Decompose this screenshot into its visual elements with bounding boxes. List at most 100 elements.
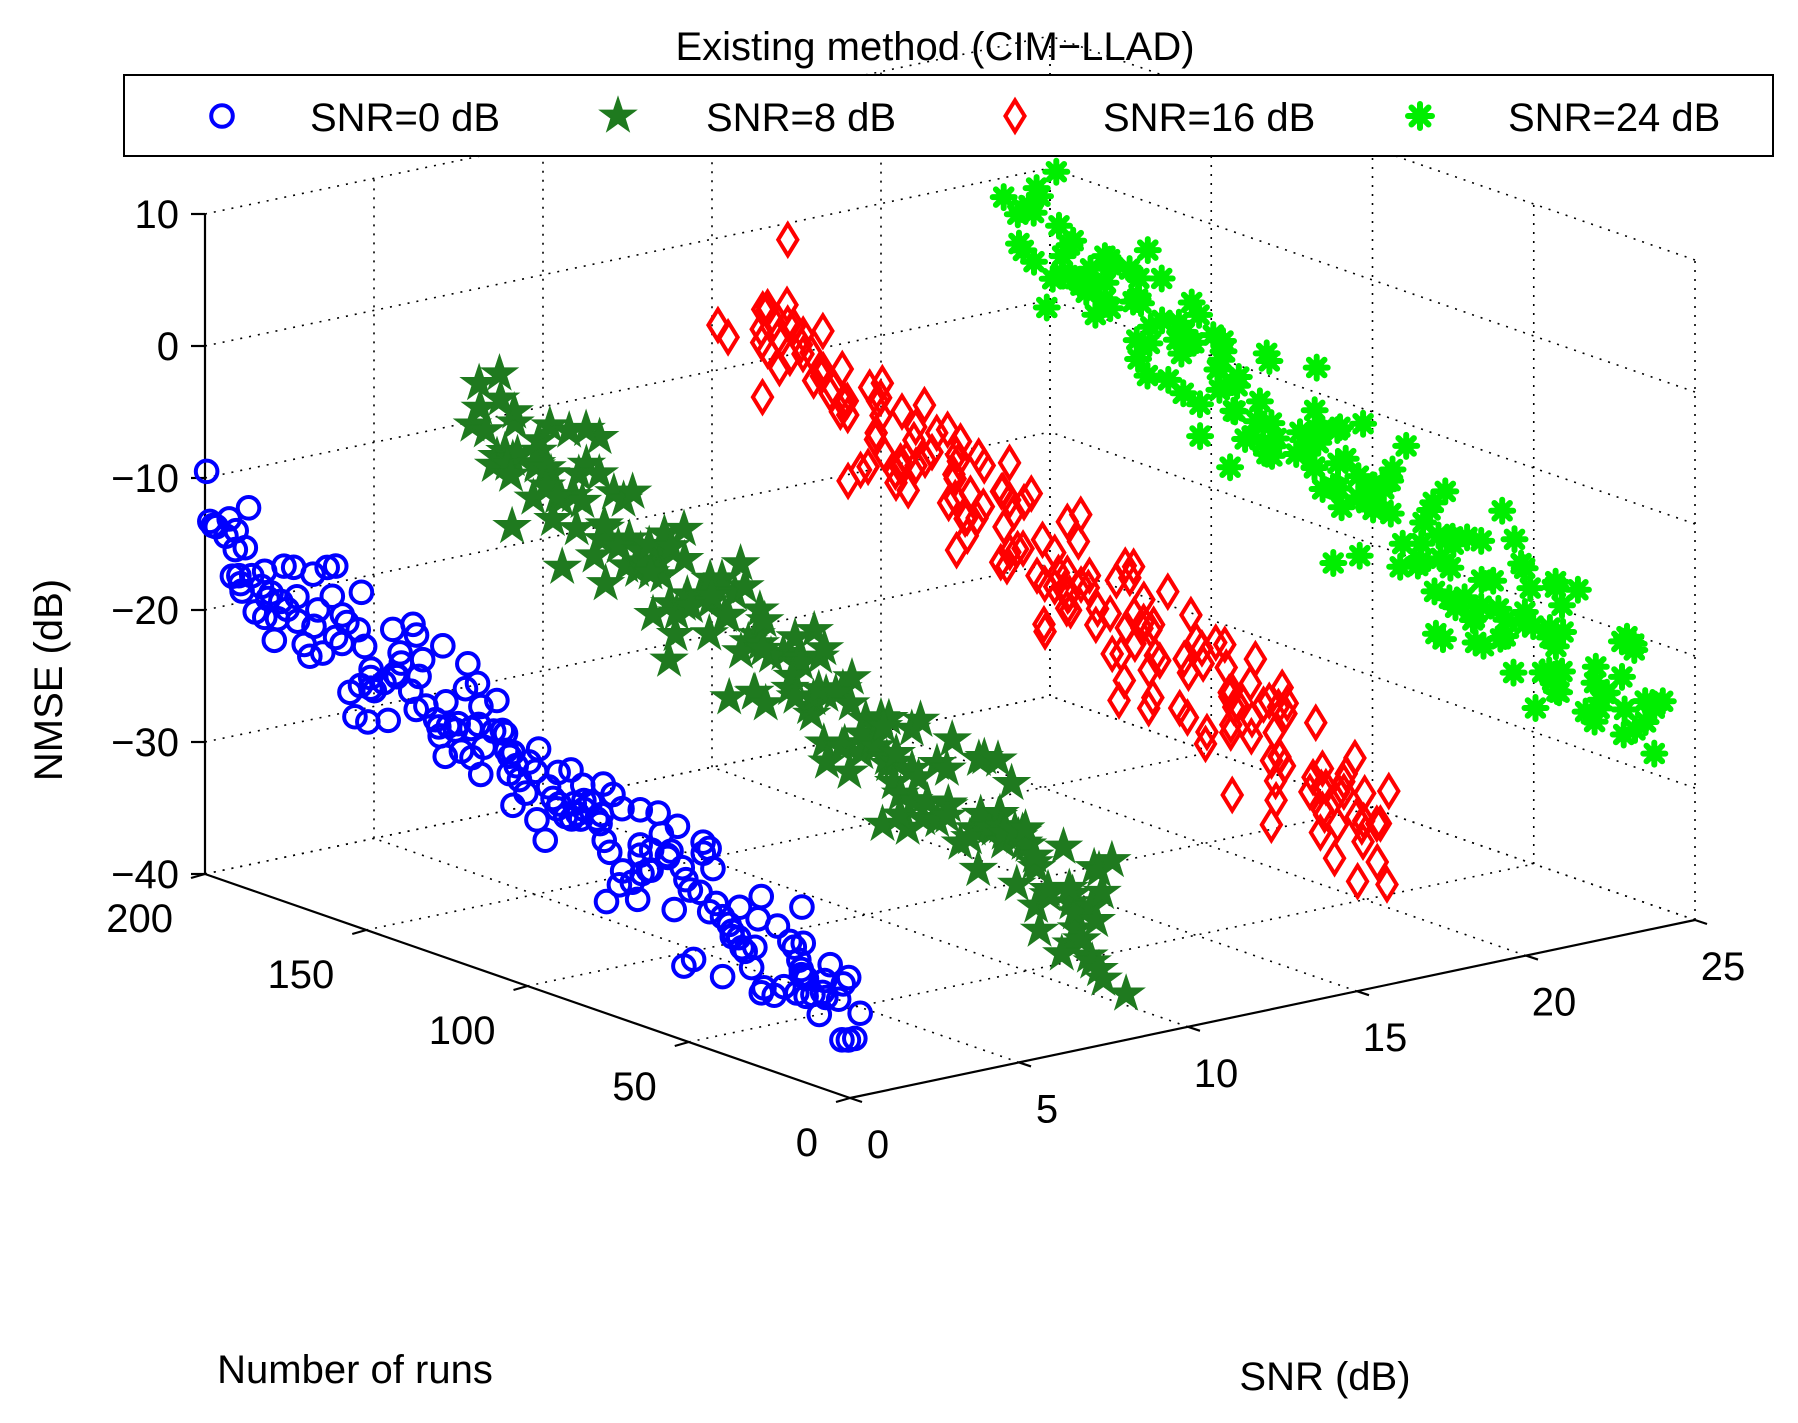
data-point (1055, 231, 1084, 260)
data-point (1169, 379, 1198, 408)
data-point (1309, 768, 1334, 808)
data-point (1221, 687, 1246, 727)
data-point (545, 759, 571, 786)
data-point (495, 402, 535, 440)
data-point (801, 361, 826, 401)
data-point (342, 703, 368, 730)
data-point (1106, 973, 1146, 1011)
data-point (1436, 553, 1465, 582)
data-point (403, 622, 430, 648)
data-point (944, 530, 969, 570)
data-point (1360, 471, 1389, 500)
side-wall-grid-line (1049, 563, 1696, 789)
data-point (1245, 387, 1274, 416)
data-point (1122, 326, 1151, 355)
data-point (1519, 612, 1548, 641)
data-point (612, 471, 653, 509)
axes-layer: 0 5 10 15 20 25 0 50 100 150 200−40 −30 −20 −10 0 10 (106, 193, 1745, 1167)
data-point (524, 807, 550, 833)
data-point (830, 971, 856, 997)
data-point (1286, 418, 1314, 447)
data-point (1042, 933, 1082, 971)
data-point (627, 797, 654, 823)
data-point (1243, 639, 1268, 679)
x-axis-label: SNR (dB) (1239, 1355, 1410, 1399)
data-point (1461, 628, 1490, 657)
data-point (1488, 496, 1517, 525)
data-point (314, 554, 340, 581)
data-point (1066, 522, 1091, 561)
data-point (1185, 300, 1214, 329)
data-point (1175, 698, 1200, 737)
data-point (1148, 306, 1177, 335)
data-point (898, 756, 939, 795)
data-point (832, 657, 872, 695)
data-point (1325, 805, 1350, 844)
data-point (1091, 268, 1120, 297)
series-0 (193, 458, 873, 1053)
data-point (1469, 631, 1498, 660)
data-point (1267, 736, 1291, 776)
data-point (1076, 254, 1105, 283)
data-point (1238, 422, 1267, 451)
data-point (1155, 572, 1180, 612)
legend-entry-16: SNR=16 dB (1003, 96, 1315, 140)
data-point (226, 562, 252, 589)
data-point (709, 963, 736, 990)
data-point (1631, 708, 1660, 736)
data-point (1076, 899, 1117, 938)
data-point (1500, 525, 1529, 554)
data-point (1218, 713, 1243, 753)
z-tick-label: −30 (111, 721, 179, 765)
data-point (903, 407, 928, 447)
side-wall-grid-line (1049, 695, 1696, 921)
data-point (459, 362, 499, 401)
data-point (810, 311, 835, 351)
data-point (1453, 523, 1482, 552)
data-point (1251, 685, 1276, 725)
z-tick-label: −20 (111, 589, 179, 633)
data-point (1324, 474, 1353, 503)
data-point (235, 495, 262, 521)
data-point (1259, 805, 1284, 845)
data-point (890, 392, 914, 431)
data-point (1435, 584, 1464, 613)
data-point (624, 886, 651, 913)
data-point (755, 290, 780, 330)
data-point (609, 795, 635, 822)
x-tick (1187, 1025, 1201, 1032)
data-point (1172, 639, 1197, 679)
x-tick-label: 10 (1194, 1052, 1239, 1096)
data-point (1479, 566, 1508, 595)
data-point (1135, 329, 1164, 358)
data-point (465, 409, 506, 448)
data-point (762, 303, 787, 343)
data-point (1038, 264, 1067, 293)
data-point (863, 705, 904, 744)
data-point (901, 420, 926, 460)
data-point (748, 980, 775, 1006)
data-point (1214, 648, 1239, 687)
data-point (725, 565, 765, 604)
z-tick-label: 0 (157, 325, 179, 369)
data-point (1327, 493, 1356, 522)
data-point (655, 613, 696, 652)
data-point (479, 353, 520, 391)
data-point (1220, 775, 1245, 815)
data-point (1345, 541, 1374, 570)
data-point (817, 951, 843, 978)
data-point (1352, 773, 1377, 813)
data-point (1308, 475, 1337, 503)
data-point (532, 827, 559, 854)
data-point (1516, 574, 1545, 603)
data-point (1136, 312, 1165, 341)
data-point (904, 446, 928, 486)
data-point (1048, 242, 1077, 271)
data-point (965, 498, 990, 538)
data-point (1242, 407, 1271, 436)
data-point (1011, 529, 1036, 568)
data-point (912, 385, 937, 425)
data-point (1096, 294, 1125, 323)
data-point (1638, 689, 1667, 717)
data-point (1124, 345, 1153, 373)
